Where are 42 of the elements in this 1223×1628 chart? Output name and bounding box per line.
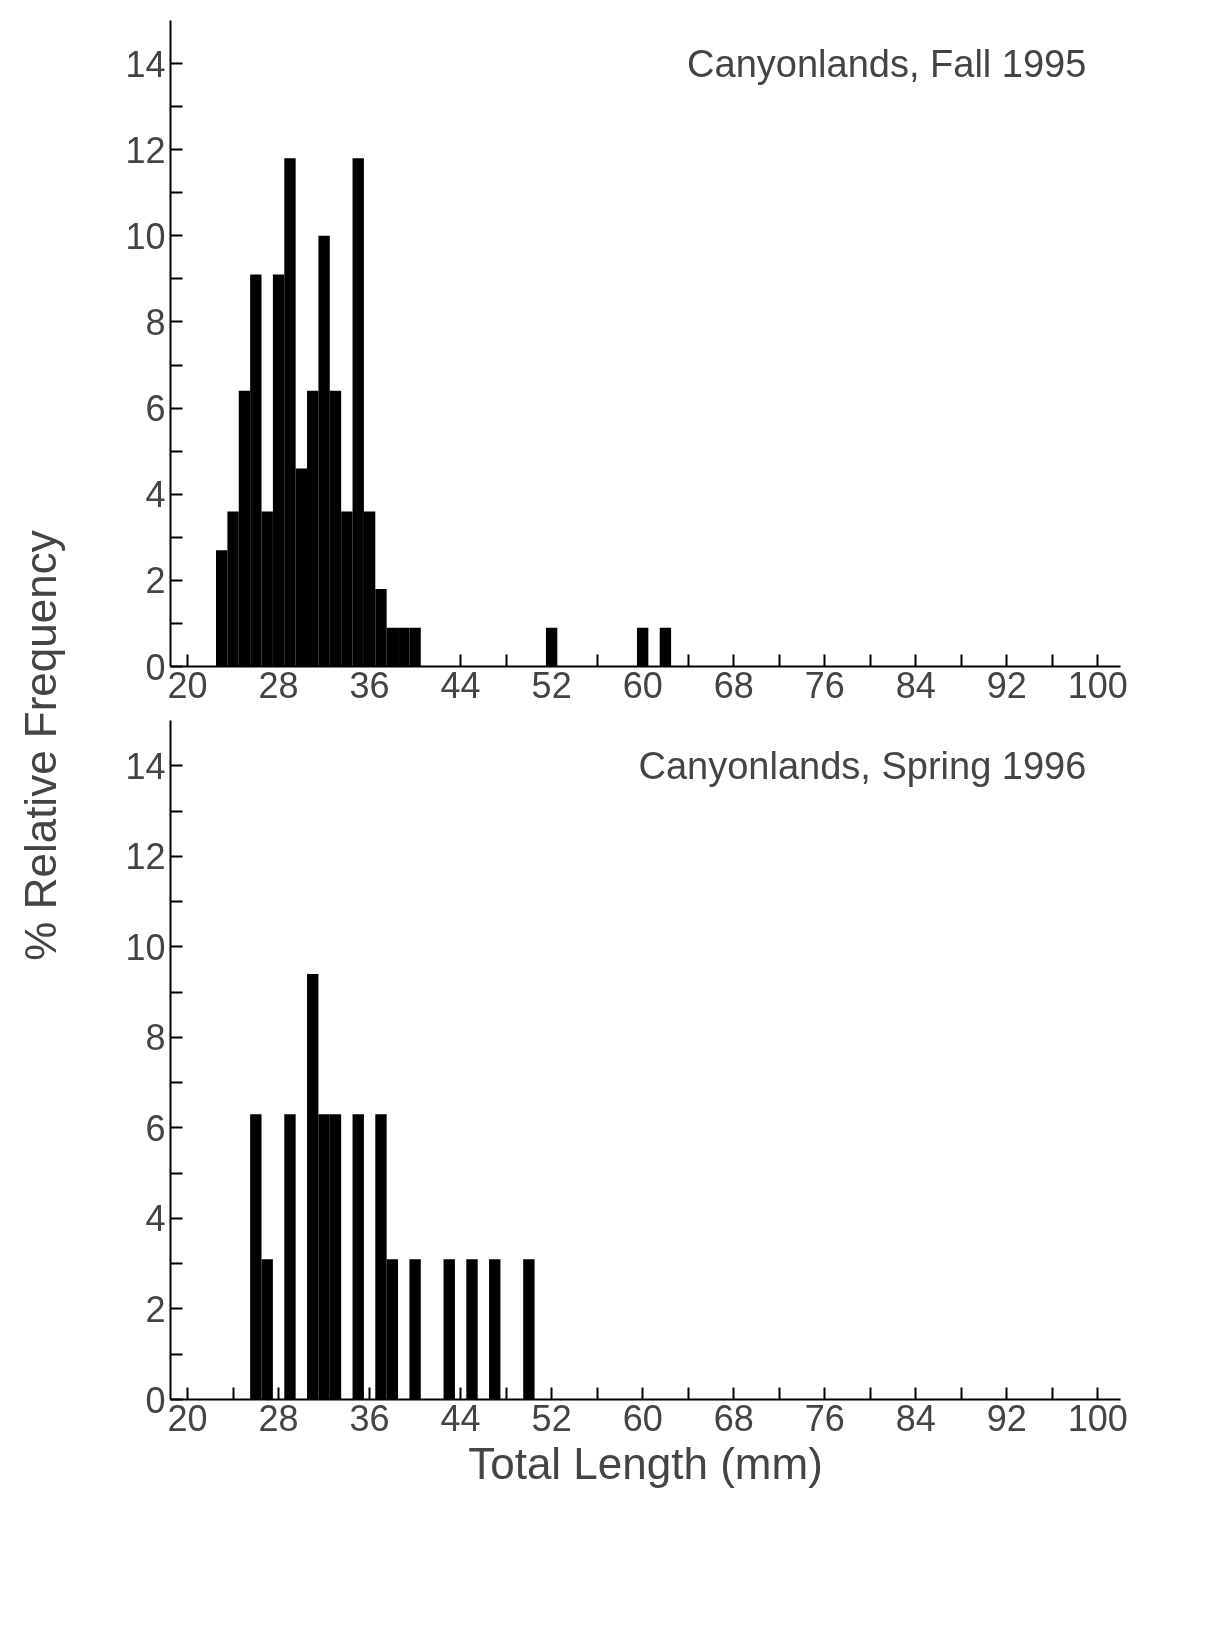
y-tick-label: 8 bbox=[145, 1017, 166, 1059]
x-tick-label: 36 bbox=[349, 1397, 390, 1439]
y-tick-label: 2 bbox=[145, 1288, 166, 1330]
x-tick-label: 68 bbox=[713, 1397, 754, 1439]
y-tick-label: 2 bbox=[145, 560, 166, 602]
x-tick-label: 92 bbox=[986, 1397, 1027, 1439]
y-tick-label: 6 bbox=[145, 388, 166, 430]
x-tick-label: 100 bbox=[1067, 664, 1128, 706]
x-tick-label: 20 bbox=[167, 1397, 208, 1439]
x-tick-label: 76 bbox=[804, 1397, 845, 1439]
x-tick-label: 60 bbox=[622, 664, 663, 706]
x-tick-label: 60 bbox=[622, 1397, 663, 1439]
x-tick-label: 44 bbox=[440, 664, 481, 706]
y-axis-title: % Relative Frequency bbox=[16, 530, 65, 961]
y-tick-label: 10 bbox=[125, 215, 166, 257]
annotation: Canyonlands, Fall 1995 bbox=[687, 42, 1087, 85]
x-tick-label: 92 bbox=[986, 664, 1027, 706]
y-tick-label: 0 bbox=[145, 1379, 166, 1421]
y-tick-label: 4 bbox=[145, 1198, 166, 1240]
y-tick-label: 14 bbox=[125, 745, 166, 787]
annotation: Canyonlands, Spring 1996 bbox=[638, 744, 1087, 787]
y-tick-label: 8 bbox=[145, 301, 166, 343]
y-tick-label: 6 bbox=[145, 1107, 166, 1149]
y-tick-label: 4 bbox=[145, 474, 166, 516]
x-tick-label: 36 bbox=[349, 664, 390, 706]
x-tick-label: 44 bbox=[440, 1397, 481, 1439]
x-tick-label: 76 bbox=[804, 664, 845, 706]
y-tick-label: 12 bbox=[125, 129, 166, 171]
x-tick-label: 52 bbox=[531, 664, 572, 706]
y-tick-label: 14 bbox=[125, 43, 166, 85]
x-axis-title: Total Length (mm) bbox=[468, 1438, 823, 1488]
y-tick-label: 0 bbox=[145, 646, 166, 688]
x-tick-label: 28 bbox=[258, 1397, 299, 1439]
y-tick-label: 12 bbox=[125, 836, 166, 878]
x-tick-label: 28 bbox=[258, 664, 299, 706]
x-tick-label: 84 bbox=[895, 1397, 936, 1439]
x-tick-label: 68 bbox=[713, 664, 754, 706]
y-tick-label: 10 bbox=[125, 926, 166, 968]
x-tick-label: 84 bbox=[895, 664, 936, 706]
x-tick-label: 20 bbox=[167, 664, 208, 706]
x-tick-label: 100 bbox=[1067, 1397, 1128, 1439]
x-tick-label: 52 bbox=[531, 1397, 572, 1439]
